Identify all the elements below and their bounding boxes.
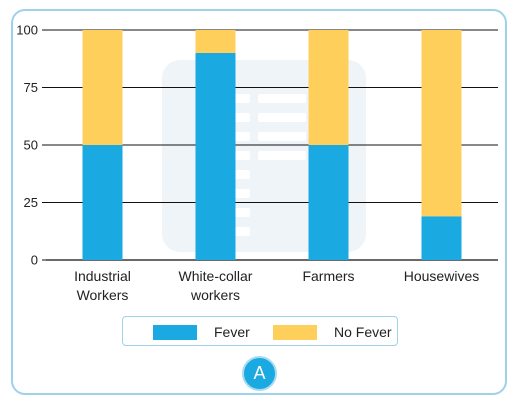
bar-no-fever xyxy=(195,30,236,53)
legend-item-fever: Fever xyxy=(153,323,250,341)
bar-no-fever xyxy=(308,30,349,145)
y-axis-ticks: 0 25 50 75 100 xyxy=(16,23,38,268)
y-tick-label: 25 xyxy=(24,195,38,210)
x-category-label: White-collar workers xyxy=(179,268,253,303)
bar-fever xyxy=(82,145,123,260)
bars xyxy=(82,30,462,260)
bar-fever xyxy=(308,145,349,260)
bar-fever xyxy=(195,53,236,260)
bar-fever xyxy=(421,216,462,260)
y-tick-label: 100 xyxy=(16,23,38,38)
legend: Fever No Fever xyxy=(122,316,398,346)
x-axis-labels: Industrial Workers White-collar workers Farm… xyxy=(74,268,479,303)
watermark-line xyxy=(258,113,306,122)
x-category-label: Farmers xyxy=(302,268,354,284)
x-category-label: Industrial Workers xyxy=(74,268,131,303)
legend-item-no-fever: No Fever xyxy=(273,323,392,341)
panel-label-badge: A xyxy=(242,356,277,391)
watermark-line xyxy=(258,94,306,103)
legend-swatch-fever xyxy=(153,324,197,340)
legend-label-no-fever: No Fever xyxy=(334,324,392,340)
x-category-label: Housewives xyxy=(404,268,479,284)
legend-swatch-no-fever xyxy=(273,324,317,340)
bar-no-fever xyxy=(421,30,462,217)
y-tick-label: 75 xyxy=(24,80,38,95)
legend-label-fever: Fever xyxy=(214,324,250,340)
watermark-line xyxy=(258,151,306,160)
y-tick-label: 50 xyxy=(24,138,38,153)
bar-no-fever xyxy=(82,30,123,145)
y-tick-label: 0 xyxy=(31,253,38,268)
watermark-line xyxy=(258,132,306,141)
